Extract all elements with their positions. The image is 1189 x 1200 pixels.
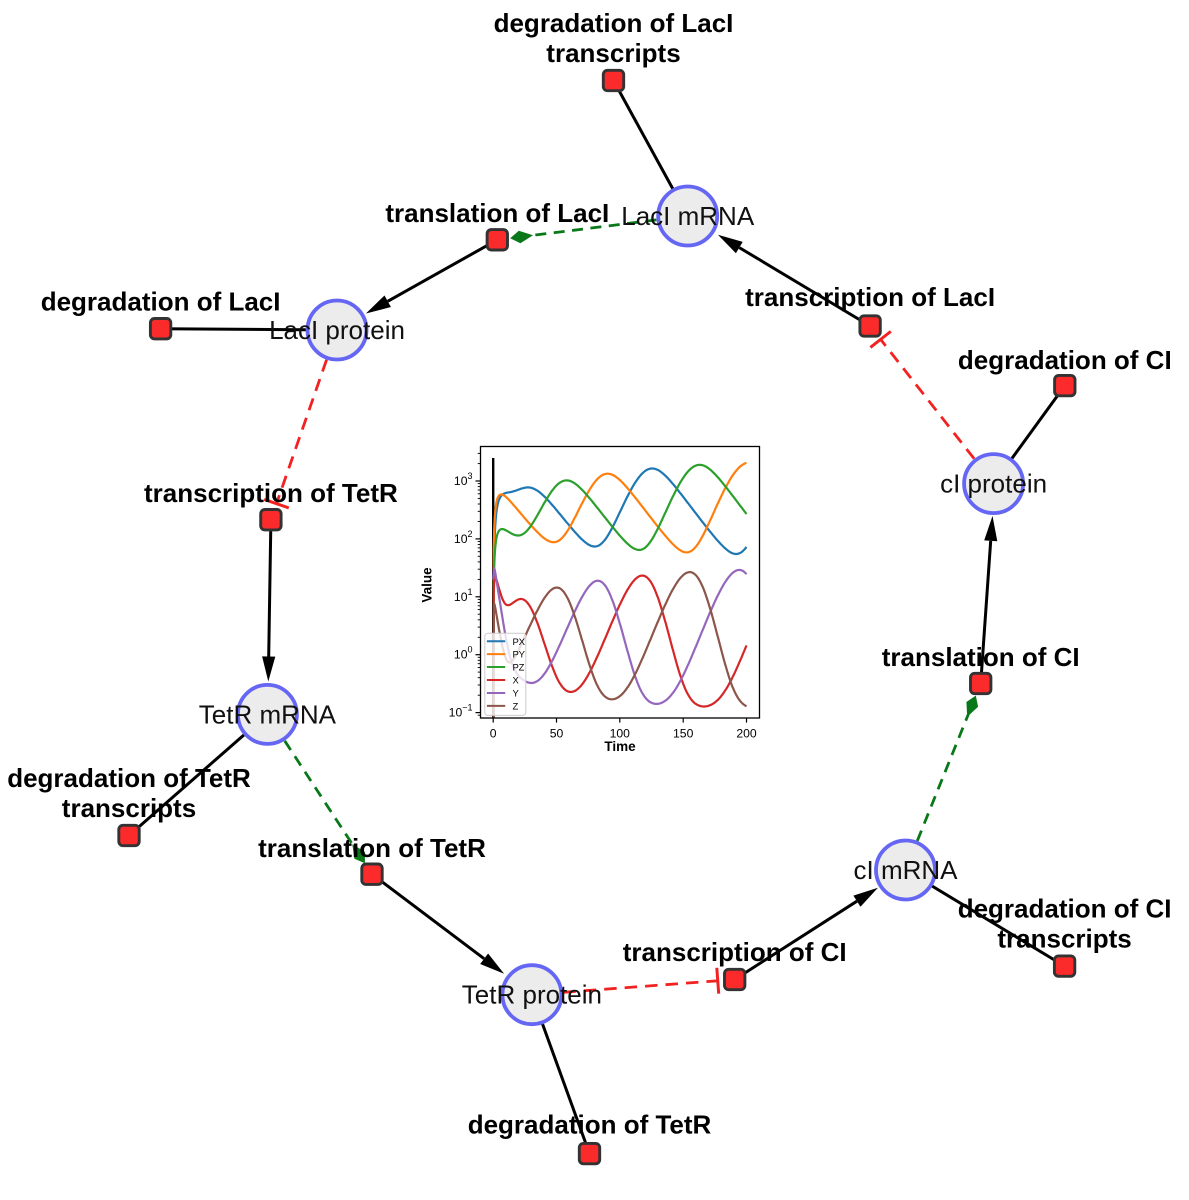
- svg-text:degradation of TetR: degradation of TetR: [468, 1110, 712, 1140]
- svg-text:transcription of CI: transcription of CI: [623, 937, 847, 967]
- svg-text:LacI mRNA: LacI mRNA: [621, 201, 755, 231]
- svg-text:cI mRNA: cI mRNA: [854, 855, 959, 885]
- svg-text:transcription of LacI: transcription of LacI: [745, 282, 995, 312]
- svg-text:X: X: [513, 676, 520, 687]
- svg-text:transcripts: transcripts: [62, 793, 196, 823]
- svg-text:TetR mRNA: TetR mRNA: [199, 699, 337, 729]
- svg-text:Value: Value: [420, 567, 435, 603]
- svg-text:PY: PY: [513, 650, 526, 661]
- svg-text:LacI protein: LacI protein: [269, 315, 405, 345]
- svg-text:100: 100: [610, 727, 631, 741]
- svg-text:degradation of CI: degradation of CI: [958, 894, 1172, 924]
- svg-text:degradation of LacI: degradation of LacI: [494, 8, 734, 38]
- svg-text:Z: Z: [513, 702, 519, 713]
- svg-text:Time: Time: [604, 739, 636, 754]
- svg-text:0: 0: [490, 727, 497, 741]
- svg-text:translation of TetR: translation of TetR: [258, 833, 486, 863]
- svg-text:200: 200: [736, 727, 757, 741]
- svg-text:degradation of TetR: degradation of TetR: [7, 763, 251, 793]
- svg-text:150: 150: [673, 727, 694, 741]
- svg-text:cI protein: cI protein: [940, 469, 1047, 499]
- svg-text:TetR protein: TetR protein: [462, 980, 602, 1010]
- svg-text:translation of LacI: translation of LacI: [385, 198, 609, 228]
- svg-text:PX: PX: [513, 637, 526, 648]
- svg-text:degradation of CI: degradation of CI: [958, 345, 1172, 375]
- svg-text:PZ: PZ: [513, 663, 525, 674]
- svg-text:transcription of TetR: transcription of TetR: [144, 478, 398, 508]
- svg-text:degradation of LacI: degradation of LacI: [41, 286, 281, 316]
- svg-text:transcripts: transcripts: [997, 924, 1131, 954]
- svg-text:50: 50: [550, 727, 564, 741]
- svg-text:translation of CI: translation of CI: [882, 642, 1080, 672]
- svg-text:transcripts: transcripts: [546, 38, 680, 68]
- svg-text:Y: Y: [513, 689, 520, 700]
